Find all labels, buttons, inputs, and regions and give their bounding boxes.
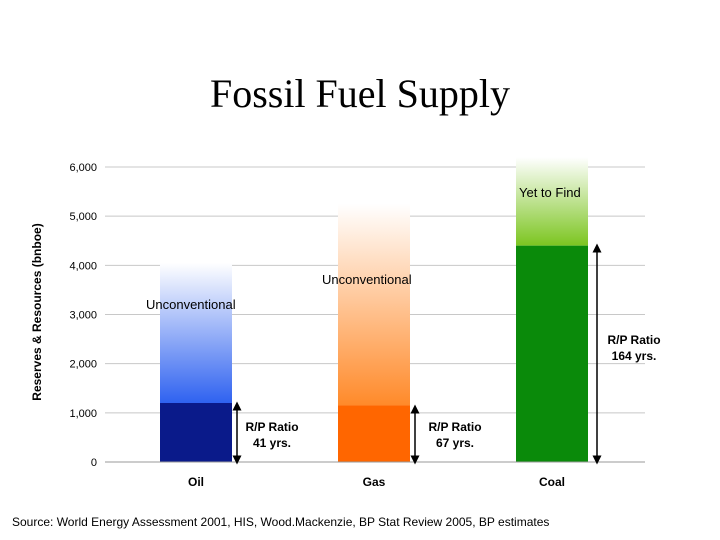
coal-yet-to-find-label: Yet to Find bbox=[519, 185, 581, 200]
slide-title: Fossil Fuel Supply bbox=[209, 71, 511, 116]
y-tick-label-2: 2,000 bbox=[69, 359, 97, 371]
oil-ratio-line1: R/P Ratio bbox=[245, 420, 298, 434]
y-tick-label-0: 0 bbox=[91, 457, 97, 469]
coal-ratio-line1: R/P Ratio bbox=[607, 333, 660, 347]
y-tick-label-4: 4,000 bbox=[69, 260, 97, 272]
gas-ratio-line2: 67 yrs. bbox=[436, 436, 474, 450]
source-note: Source: World Energy Assessment 2001, HI… bbox=[12, 515, 550, 529]
bar-coal-proven bbox=[516, 245, 588, 462]
x-tick-oil: Oil bbox=[188, 475, 204, 489]
bar-oil-upper bbox=[160, 262, 232, 403]
coal-ratio-line2: 164 yrs. bbox=[612, 349, 657, 363]
bar-oil-proven bbox=[160, 403, 232, 462]
x-tick-coal: Coal bbox=[539, 475, 565, 489]
y-tick-label-3: 3,000 bbox=[69, 310, 97, 322]
y-axis-label: Reserves & Resources (bnboe) bbox=[30, 223, 44, 400]
oil-unconventional-label: Unconventional bbox=[146, 297, 236, 312]
bar-gas-proven bbox=[338, 405, 410, 462]
y-tick-labels: 0 1,000 2,000 3,000 4,000 5,000 6,000 bbox=[69, 162, 97, 469]
bar-coal-upper bbox=[516, 157, 588, 246]
bars bbox=[160, 157, 588, 462]
y-tick-label-1: 1,000 bbox=[69, 408, 97, 420]
x-tick-gas: Gas bbox=[363, 475, 386, 489]
oil-ratio-line2: 41 yrs. bbox=[253, 436, 291, 450]
y-tick-label-6: 6,000 bbox=[69, 162, 97, 174]
y-tick-label-5: 5,000 bbox=[69, 211, 97, 223]
bar-gas-upper bbox=[338, 203, 410, 406]
gas-unconventional-label: Unconventional bbox=[322, 272, 412, 287]
gas-ratio-line1: R/P Ratio bbox=[428, 420, 481, 434]
